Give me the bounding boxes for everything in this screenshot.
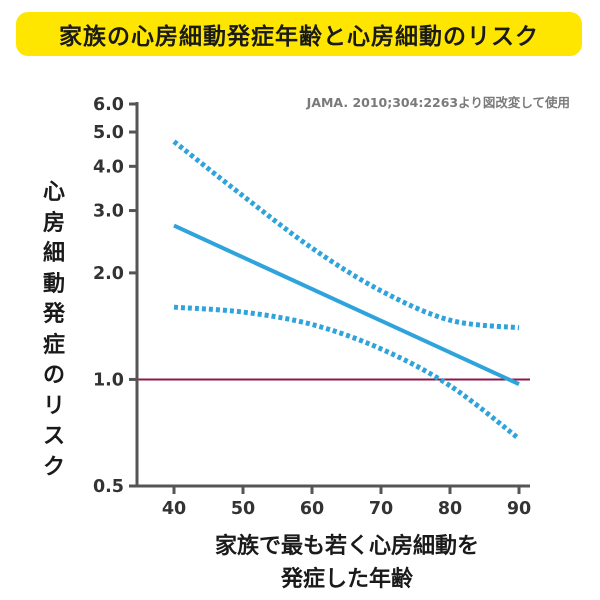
y-axis-label: 心房細動発症のリスク	[42, 180, 65, 480]
y-tick-label: 3.0	[93, 202, 124, 222]
chart-title: 家族の心房細動発症年齢と心房細動のリスク	[59, 24, 539, 50]
y-tick-label: 1.0	[93, 370, 124, 390]
estimate-line	[173, 223, 520, 386]
x-tick-label: 70	[369, 499, 393, 519]
y-tick-label: 6.0	[93, 95, 124, 115]
x-tick-label: 40	[162, 499, 186, 519]
y-tick-label: 5.0	[93, 123, 124, 143]
x-axis-label-line-2: 発症した年齢	[280, 567, 413, 592]
upper-ci-line	[172, 139, 520, 331]
y-tick-label: 2.0	[93, 264, 124, 284]
x-axis-label: 家族で最も若く心房細動を 発症した年齢	[150, 530, 544, 596]
y-tick-label: 0.5	[93, 477, 124, 497]
x-tick-label: 80	[438, 499, 462, 519]
title-banner: 家族の心房細動発症年齢と心房細動のリスク	[16, 12, 582, 56]
x-tick-label: 50	[231, 499, 255, 519]
x-axis-label-line-1: 家族で最も若く心房細動を	[214, 534, 479, 559]
x-tick-label: 60	[300, 499, 324, 519]
lower-ci-line	[173, 304, 521, 441]
y-tick-label: 4.0	[93, 157, 124, 177]
x-tick-label: 90	[507, 499, 531, 519]
source-note: JAMA. 2010;304:2263より図改変して使用	[306, 95, 570, 110]
